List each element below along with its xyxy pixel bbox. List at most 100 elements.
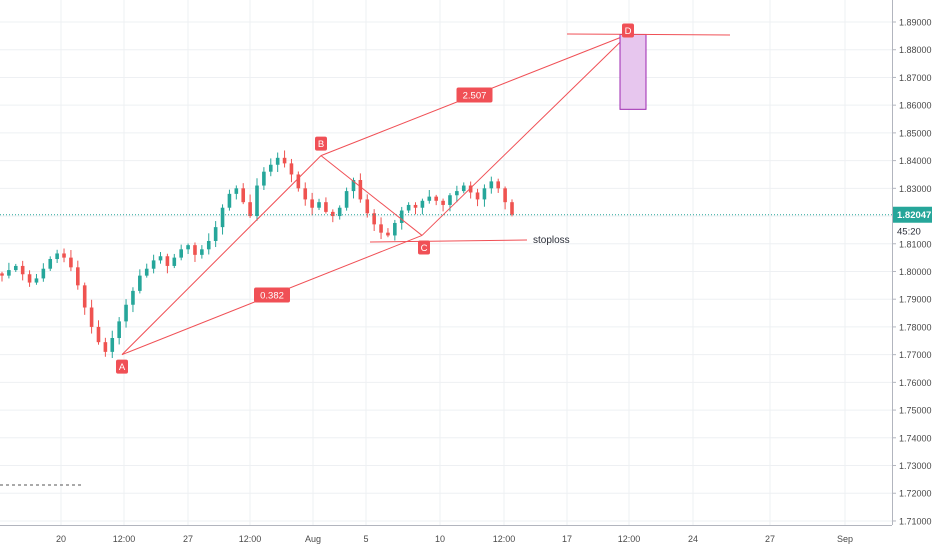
y-tick-label: 1.85000: [899, 128, 932, 138]
candle-body: [206, 240, 211, 250]
ratio-badge: [456, 87, 493, 103]
x-tick-label: 12:00: [239, 534, 262, 544]
y-tick-label: 1.77000: [899, 350, 932, 360]
candle-body: [27, 274, 32, 283]
candle-body: [399, 210, 404, 223]
candle-body: [317, 202, 321, 208]
candle-body: [296, 174, 301, 189]
abcd-pattern-drawing[interactable]: stoploss A B C D 0.382 2.507: [0, 23, 892, 486]
candle-body: [117, 321, 121, 339]
last-price-badge: [893, 206, 932, 223]
candle-body: [406, 204, 411, 211]
stoploss-line: [369, 239, 528, 243]
y-tick-label: 1.74000: [899, 433, 932, 443]
candle-body: [110, 338, 115, 352]
x-tick-label: 17: [562, 534, 572, 544]
x-tick-label: 12:00: [493, 534, 516, 544]
x-tick-label: 24: [688, 534, 698, 544]
pattern-leg-bc: [320, 155, 423, 236]
candle-body: [393, 222, 397, 236]
candle-body: [448, 195, 452, 205]
candle-body: [413, 204, 418, 208]
candle-body: [337, 207, 342, 217]
candle-body: [7, 270, 11, 276]
candle-body: [489, 181, 494, 189]
point-marker-a: [116, 359, 128, 374]
candle-body: [41, 268, 46, 279]
candle-body: [262, 171, 266, 186]
candle-body: [179, 249, 183, 258]
candle-body: [455, 191, 459, 196]
candle-body: [503, 188, 507, 203]
candle-body: [434, 196, 438, 201]
candle-body: [268, 164, 273, 172]
point-label-a: A: [119, 362, 126, 373]
candle-body: [496, 181, 501, 189]
x-tick-label: 12:00: [113, 534, 136, 544]
candle-body: [69, 257, 73, 268]
y-tick-label: 1.89000: [899, 18, 932, 28]
point-marker-b: [315, 136, 327, 151]
candle-body: [227, 193, 232, 208]
candle-body: [138, 275, 142, 291]
target-zone: [619, 33, 647, 110]
candle-body: [13, 265, 18, 271]
countdown-label: 45:20: [897, 227, 921, 238]
candle-body: [124, 304, 128, 322]
point-label-c: C: [421, 243, 428, 254]
x-tick-label: Aug: [305, 534, 321, 544]
candle-body: [386, 232, 390, 236]
stoploss-label: stoploss: [533, 235, 570, 246]
candle-body: [96, 326, 101, 343]
target-level-line: [566, 33, 731, 36]
x-tick-label: 5: [363, 534, 368, 544]
candle-body: [379, 224, 383, 233]
point-label-d: D: [625, 26, 632, 37]
point-marker-c: [418, 240, 430, 255]
candle-body: [20, 265, 25, 275]
candle-body: [248, 202, 252, 217]
candle-body: [158, 256, 163, 261]
candle-body: [344, 191, 349, 208]
candle-body: [358, 180, 363, 200]
candle-body: [213, 227, 218, 241]
candle-body: [103, 342, 108, 352]
y-tick-label: 1.72000: [899, 489, 932, 499]
candle-body: [303, 188, 308, 200]
y-tick-label: 1.75000: [899, 406, 932, 416]
candle-body: [461, 185, 466, 192]
candle-body: [165, 256, 170, 266]
pattern-leg-cd: [421, 34, 629, 236]
candle-body: [420, 200, 425, 208]
candle-body: [372, 213, 376, 225]
candle-body: [131, 290, 135, 305]
y-tick-label: 1.78000: [899, 322, 932, 332]
y-tick-label: 1.84000: [899, 156, 932, 166]
x-tick-label: 20: [56, 534, 66, 544]
candle-body: [34, 278, 39, 283]
candle-body: [351, 180, 356, 192]
candle-body: [48, 259, 53, 269]
candle-body: [475, 192, 480, 200]
y-tick-label: 1.87000: [899, 73, 932, 83]
x-tick-label: 12:00: [618, 534, 641, 544]
candle-body: [482, 188, 487, 200]
last-price-label: 1.82047: [897, 210, 931, 221]
candle-body: [510, 202, 514, 215]
candle-body: [234, 188, 239, 194]
candle-body: [324, 202, 328, 212]
candle-body: [186, 245, 190, 250]
candle-body: [275, 157, 280, 165]
pattern-leg-ab: [121, 155, 322, 355]
candle-body: [441, 200, 445, 205]
x-tick-label: 27: [183, 534, 193, 544]
candle-body: [144, 268, 149, 276]
candle-body: [62, 253, 66, 258]
candle-body: [172, 257, 177, 266]
ratio-label: 0.382: [260, 291, 284, 302]
y-tick-label: 1.73000: [899, 461, 932, 471]
y-tick-label: 1.81000: [899, 239, 932, 249]
